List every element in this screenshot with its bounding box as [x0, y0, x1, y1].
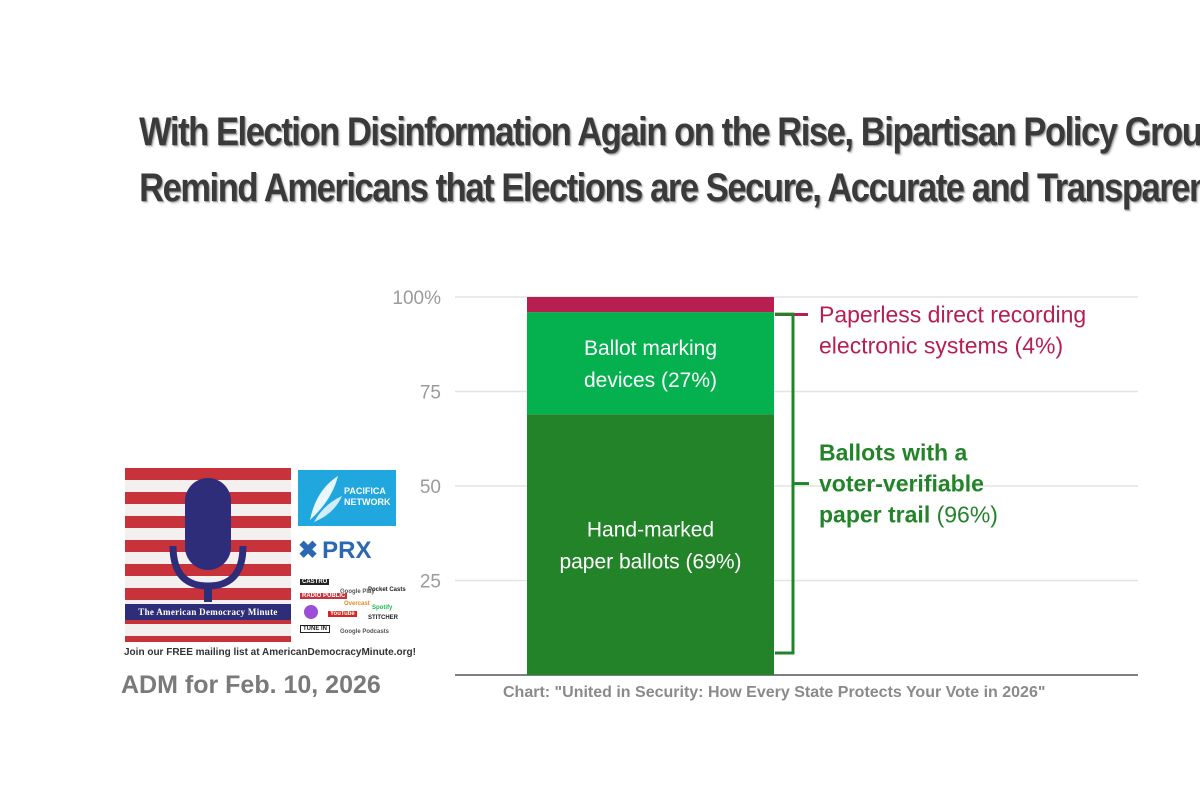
- mailing-list-text: Join our FREE mailing list at AmericanDe…: [124, 647, 416, 658]
- episode-date: ADM for Feb. 10, 2026: [121, 671, 381, 699]
- youtube-badge: YouTube: [328, 611, 357, 617]
- bar-segment-2: [527, 312, 774, 415]
- podcast-badges: CASTRO Google Play Pocket Casts RADIO PU…: [300, 575, 406, 641]
- tunein-badge: TUNE IN: [300, 625, 330, 633]
- segment-1-label-line-2: paper ballots (69%): [559, 551, 741, 574]
- segment-1-label-line-1: Hand-marked: [587, 519, 714, 542]
- radio-public-badge: RADIO PUBLIC: [300, 593, 348, 599]
- pacifica-word-2: NETWORK: [344, 497, 391, 507]
- bar-segment-1: [527, 414, 774, 675]
- prx-text: PRX: [322, 537, 372, 564]
- y-tick-label-100: 100%: [392, 288, 441, 309]
- leaf-icon: [310, 476, 342, 522]
- annotation-2-line-3: paper trail (96%): [819, 502, 998, 528]
- headline-line-2: Remind Americans that Elections are Secu…: [139, 166, 1200, 210]
- stitcher-badge: STITCHER: [368, 615, 398, 621]
- adm-logo: A D M The American Democracy Minute: [125, 468, 291, 642]
- y-tick-label-75: 75: [420, 383, 441, 404]
- apple-podcasts-icon: [304, 605, 318, 619]
- bar-segment-3: [527, 297, 774, 313]
- segment-2-label-line-1: Ballot marking: [584, 337, 717, 360]
- overcast-badge: Overcast: [344, 601, 370, 607]
- y-tick-label-50: 50: [420, 477, 441, 498]
- prx-x-icon: ✖: [298, 537, 319, 564]
- annotation-2-line-1: Ballots with a: [819, 440, 967, 466]
- annotation-1-line-2: electronic systems (4%): [819, 333, 1063, 359]
- spotify-badge: Spotify: [372, 605, 393, 611]
- segment-2-label-line-2: devices (27%): [584, 369, 717, 392]
- pacifica-word-1: PACIFICA: [344, 486, 386, 496]
- castro-badge: CASTRO: [300, 579, 330, 585]
- annotation-2-bracket: [775, 312, 795, 655]
- annotation-1-line-1: Paperless direct recording: [819, 302, 1086, 328]
- logo-caption: The American Democracy Minute: [125, 604, 291, 620]
- microphone-icon: [169, 478, 247, 602]
- google-play-badge: Google Play: [340, 589, 375, 595]
- prx-logo: ✖ PRX: [298, 536, 371, 565]
- headline-line-1: With Election Disinformation Again on th…: [139, 110, 1200, 154]
- annotation-2-line-2: voter-verifiable: [819, 471, 984, 497]
- chart-source: Chart: "United in Security: How Every St…: [503, 684, 1046, 701]
- annotation-2-percent: (96%): [930, 502, 998, 528]
- google-podcasts-badge: Google Podcasts: [340, 629, 390, 635]
- y-tick-label-25: 25: [420, 572, 441, 593]
- pacifica-network-logo: PACIFICA NETWORK: [298, 470, 396, 526]
- pocket-casts-badge: Pocket Casts: [368, 587, 406, 593]
- pacifica-text: PACIFICA NETWORK: [344, 486, 391, 508]
